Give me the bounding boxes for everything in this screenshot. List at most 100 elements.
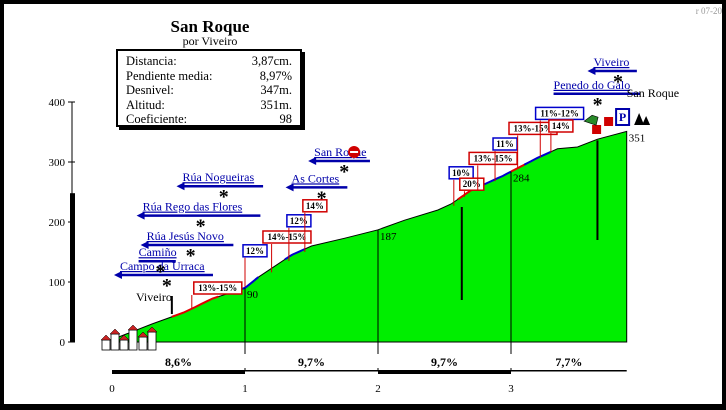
slope-tag-box <box>193 281 243 295</box>
stat-value: 347m. <box>260 83 292 97</box>
arrow-left-icon <box>285 183 294 192</box>
y-tick-label: 400 <box>49 97 66 109</box>
axes: 0 100 200 300 400 <box>49 97 75 349</box>
stat-value: 3,87cm. <box>251 54 292 68</box>
asterisk-icon: * <box>155 261 165 283</box>
slope-tag: 11%-12% <box>540 108 579 118</box>
gradient-bar-bg <box>112 354 627 368</box>
slope-tag-box <box>548 119 574 133</box>
slope-tag: 14% <box>306 201 324 211</box>
parking-icon-letter: P <box>619 110 626 124</box>
stat-row: Pendiente media: 8,97% <box>126 69 292 84</box>
roof-icon <box>146 326 158 333</box>
stat-value: 98 <box>279 112 293 126</box>
asterisk-icon: * <box>613 71 623 93</box>
slope-tag: 14% <box>552 121 570 131</box>
arrow-left-icon <box>113 271 122 279</box>
stats-box: Distancia: 3,87cm. Pendiente media: 8,97% … <box>116 49 302 127</box>
asterisk-icon: * <box>162 275 172 297</box>
building-icon <box>138 336 148 351</box>
slope-tag: 12% <box>246 246 264 256</box>
stat-label: Desnivel: <box>126 83 174 97</box>
slope-tag-box <box>492 137 518 151</box>
building-icon <box>147 331 157 351</box>
slope-tag: 13%-15% <box>474 153 513 163</box>
slope-tag-box <box>468 151 518 166</box>
steep-section-line <box>510 163 525 173</box>
x-tick-label: 1 <box>242 383 248 395</box>
segment-tick-bar <box>511 370 627 372</box>
segment-gradient-label: 9,7% <box>431 355 458 369</box>
building-icon <box>101 339 111 351</box>
stat-value: 8,97% <box>259 68 292 83</box>
altitude-label: 187 <box>380 231 397 243</box>
roof-icon <box>127 324 139 331</box>
slope-tag-box <box>302 199 328 213</box>
segment-tick-bar <box>112 370 245 374</box>
place-label: Penedo do Galo <box>554 78 631 92</box>
slope-tags: 13%-15%12%14%-15%12%14%10%20%13%-15%11%1… <box>191 106 585 309</box>
steep-section-line <box>523 150 552 166</box>
altitude-label: 351 <box>629 132 646 144</box>
segment-gradient-label: 7,7% <box>555 355 582 369</box>
place-label: Campo da Urraca <box>120 259 205 273</box>
corner-note: r 07-20 <box>696 6 722 16</box>
roof-icon <box>118 334 130 341</box>
segment-tick-bar <box>245 370 378 372</box>
y-tick-label: 300 <box>49 157 66 169</box>
stat-row: Desnivel: 347m. <box>126 83 292 98</box>
place-label: Camiño <box>139 245 177 259</box>
cyclist-icon <box>583 114 599 126</box>
arrow-left-icon <box>176 182 185 191</box>
slope-tag: 13%-15% <box>198 283 237 293</box>
place-label: Rúa Nogueiras <box>182 170 254 184</box>
restaurant-icon <box>604 117 614 126</box>
roof-icon <box>100 334 112 341</box>
arrow-left-icon <box>136 211 145 220</box>
slope-tag: 11% <box>496 139 514 149</box>
no-entry-bar-icon <box>350 151 359 153</box>
roof-icon <box>137 331 149 338</box>
place-label: Rúa Jesús Novo <box>147 229 224 243</box>
place-label: As Cortes <box>292 171 340 185</box>
icons: P <box>100 108 651 351</box>
chart-title: San Roque <box>171 17 250 36</box>
altitude-label: 284 <box>513 173 530 185</box>
parking-icon <box>615 108 631 126</box>
slope-tag: 14%-15% <box>267 232 306 242</box>
y-tick-label: 200 <box>49 217 66 229</box>
x-tick-label: 0 <box>109 383 115 395</box>
roof-icon <box>109 328 121 335</box>
stat-row: Coeficiente: 98 <box>126 112 292 127</box>
stat-label: Altitud: <box>126 97 165 112</box>
trees-icon <box>634 113 651 125</box>
place-label: Viveiro <box>593 55 629 69</box>
asterisk-icon: * <box>186 245 196 267</box>
gradient-bar: 8,6% 9,7% 9,7% 7,7% 0 1 2 3 <box>109 354 627 395</box>
y-tick-label: 100 <box>49 277 66 289</box>
arrow-left-icon <box>140 241 149 249</box>
asterisk-icon: * <box>593 94 603 116</box>
x-tick-label: 2 <box>375 383 381 395</box>
stat-value: 351m. <box>260 97 292 112</box>
stat-label: Pendiente media: <box>126 68 213 83</box>
steep-section-line <box>284 248 306 261</box>
stat-row: Altitud: 351m. <box>126 98 292 113</box>
steep-section-line <box>171 295 219 318</box>
building-icon <box>110 333 120 351</box>
slope-tag-box <box>262 230 312 244</box>
stat-label: Coeficiente: <box>126 112 188 126</box>
place-label: Rúa Rego das Flores <box>143 200 243 214</box>
slope-tag-box <box>242 244 268 258</box>
slope-tag: 20% <box>463 179 481 189</box>
asterisk-icon: * <box>219 186 229 208</box>
slope-tag: 12% <box>290 216 308 226</box>
arrow-left-icon <box>587 67 596 75</box>
asterisk-icon: * <box>339 161 349 183</box>
segment-gradient-label: 9,7% <box>298 355 325 369</box>
restaurant-icon <box>592 125 602 134</box>
